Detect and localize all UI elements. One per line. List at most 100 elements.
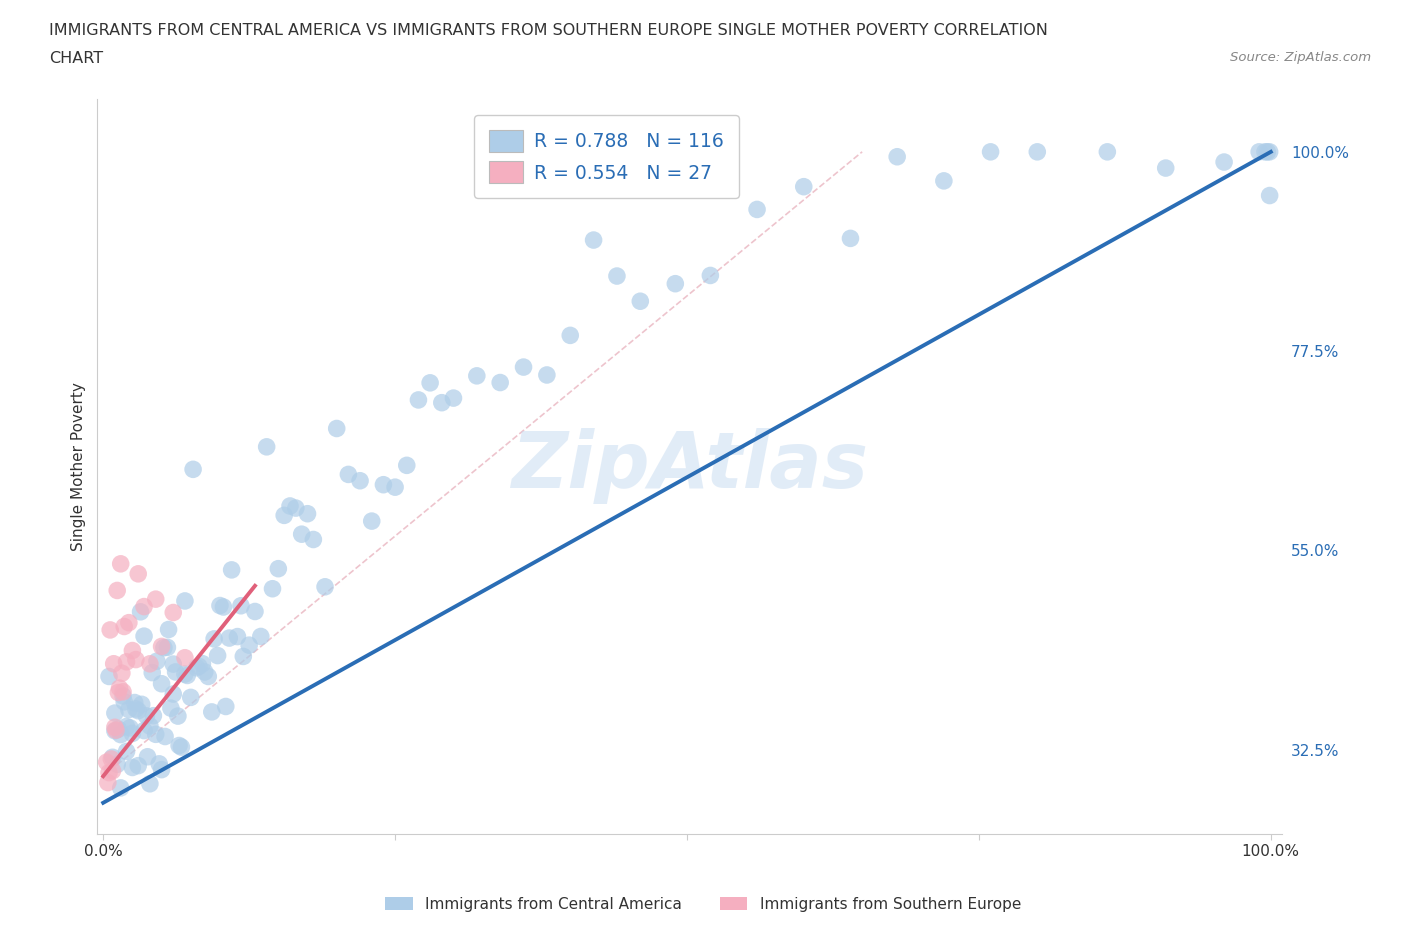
Point	[145, 591, 167, 606]
Point	[465, 368, 488, 383]
Point	[208, 598, 231, 613]
Point	[112, 684, 135, 699]
Point	[980, 144, 1002, 159]
Point	[793, 179, 815, 194]
Point	[112, 695, 135, 710]
Point	[162, 657, 184, 671]
Point	[212, 600, 235, 615]
Point	[108, 681, 131, 696]
Point	[118, 616, 141, 631]
Point	[127, 566, 149, 581]
Point	[278, 498, 301, 513]
Point	[419, 376, 441, 391]
Point	[489, 375, 512, 390]
Point	[124, 695, 146, 710]
Text: ZipAtlas: ZipAtlas	[512, 428, 869, 504]
Legend: Immigrants from Central America, Immigrants from Southern Europe: Immigrants from Central America, Immigra…	[380, 890, 1026, 918]
Point	[229, 598, 252, 613]
Point	[186, 660, 208, 675]
Point	[98, 669, 121, 684]
Point	[150, 639, 173, 654]
Point	[395, 458, 418, 472]
Point	[115, 719, 138, 734]
Point	[262, 581, 284, 596]
Point	[1256, 144, 1278, 159]
Point	[226, 629, 249, 644]
Point	[243, 604, 266, 619]
Point	[360, 513, 382, 528]
Point	[105, 757, 128, 772]
Point	[104, 720, 127, 735]
Point	[141, 665, 163, 680]
Point	[582, 232, 605, 247]
Point	[221, 563, 243, 578]
Point	[1258, 188, 1281, 203]
Point	[215, 699, 238, 714]
Point	[202, 631, 225, 646]
Point	[606, 269, 628, 284]
Point	[153, 640, 176, 655]
Point	[1154, 161, 1177, 176]
Point	[96, 755, 118, 770]
Point	[349, 473, 371, 488]
Point	[156, 640, 179, 655]
Point	[174, 593, 197, 608]
Point	[839, 231, 862, 246]
Point	[110, 727, 132, 742]
Y-axis label: Single Mother Poverty: Single Mother Poverty	[72, 382, 86, 551]
Point	[103, 657, 125, 671]
Point	[110, 780, 132, 795]
Point	[512, 360, 534, 375]
Point	[115, 655, 138, 670]
Point	[197, 669, 219, 684]
Point	[132, 629, 155, 644]
Point	[97, 775, 120, 790]
Point	[291, 526, 314, 541]
Point	[112, 619, 135, 634]
Point	[150, 676, 173, 691]
Point	[118, 702, 141, 717]
Point	[127, 758, 149, 773]
Point	[125, 701, 148, 716]
Point	[373, 477, 395, 492]
Point	[136, 750, 159, 764]
Point	[142, 709, 165, 724]
Point	[1258, 144, 1281, 159]
Point	[1097, 144, 1119, 159]
Point	[207, 648, 229, 663]
Point	[250, 629, 273, 644]
Point	[443, 391, 465, 405]
Point	[139, 719, 162, 734]
Point	[162, 605, 184, 620]
Point	[180, 690, 202, 705]
Point	[107, 722, 129, 737]
Point	[115, 744, 138, 759]
Point	[174, 667, 197, 682]
Point	[104, 706, 127, 721]
Point	[314, 579, 336, 594]
Point	[664, 276, 686, 291]
Point	[110, 556, 132, 571]
Point	[150, 763, 173, 777]
Point	[232, 649, 254, 664]
Point	[132, 599, 155, 614]
Point	[699, 268, 721, 283]
Point	[121, 726, 143, 741]
Point	[1254, 144, 1277, 159]
Point	[181, 462, 204, 477]
Point	[145, 727, 167, 742]
Point	[105, 723, 128, 737]
Point	[218, 631, 240, 645]
Point	[408, 392, 430, 407]
Point	[932, 173, 955, 188]
Point	[139, 657, 162, 671]
Point	[745, 202, 768, 217]
Point	[187, 659, 209, 674]
Point	[162, 686, 184, 701]
Point	[628, 294, 651, 309]
Point	[160, 700, 183, 715]
Point	[297, 506, 319, 521]
Point	[101, 764, 124, 778]
Point	[127, 703, 149, 718]
Point	[98, 765, 121, 780]
